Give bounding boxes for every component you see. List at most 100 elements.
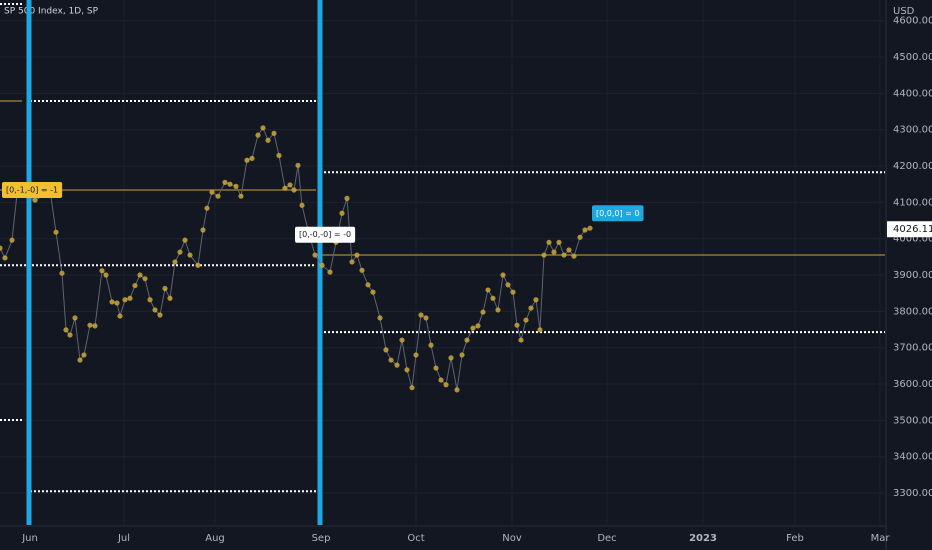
price-point xyxy=(114,300,120,306)
x-tick-label: Dec xyxy=(597,533,616,544)
price-point xyxy=(200,227,206,233)
price-point xyxy=(399,337,405,343)
price-point xyxy=(137,272,143,278)
price-point xyxy=(127,295,133,301)
price-point xyxy=(244,157,250,163)
price-point xyxy=(152,307,158,313)
price-point xyxy=(443,382,449,388)
price-point xyxy=(53,229,59,235)
price-point xyxy=(377,315,383,321)
price-line xyxy=(0,126,591,390)
x-tick-label: 2023 xyxy=(689,533,717,544)
annotation-box xyxy=(2,182,63,199)
price-point xyxy=(233,183,239,189)
price-point xyxy=(518,337,524,343)
price-point xyxy=(319,262,325,268)
price-point xyxy=(2,255,8,261)
price-point xyxy=(480,309,486,315)
price-point xyxy=(117,313,123,319)
price-point xyxy=(67,332,73,338)
price-point xyxy=(299,202,305,208)
price-point xyxy=(409,385,415,391)
price-point xyxy=(172,259,178,265)
price-point xyxy=(222,179,228,185)
price-point xyxy=(556,239,562,245)
price-point xyxy=(9,237,15,243)
y-tick-label: 4600.00 xyxy=(893,16,932,27)
price-point xyxy=(349,259,355,265)
price-point xyxy=(81,352,87,358)
price-point xyxy=(528,305,534,311)
annotation-box xyxy=(592,205,644,222)
annotation-label: [0,0,0] = 0 xyxy=(596,209,639,218)
price-point xyxy=(500,272,506,278)
price-point xyxy=(327,269,333,275)
chart-title: SP 500 Index, 1D, SP xyxy=(4,7,99,17)
price-point xyxy=(0,245,3,251)
price-point xyxy=(32,197,38,203)
price-point xyxy=(157,312,163,318)
price-point xyxy=(505,282,511,288)
x-tick-label: Aug xyxy=(205,533,225,544)
price-point xyxy=(87,322,93,328)
price-point xyxy=(404,367,410,373)
price-point xyxy=(227,181,233,187)
y-tick-label: 3500.00 xyxy=(893,415,932,426)
price-point xyxy=(464,337,470,343)
currency: USD xyxy=(893,6,915,17)
price-point xyxy=(485,287,491,293)
price-point xyxy=(359,267,365,273)
price-point xyxy=(182,237,188,243)
price-point xyxy=(249,155,255,162)
price-point xyxy=(99,268,105,274)
annotation-label: [0,-0,-0] = -0 xyxy=(299,230,351,239)
price-point xyxy=(312,252,318,258)
price-point xyxy=(103,272,109,278)
price-point xyxy=(72,315,78,321)
price-point xyxy=(204,205,210,211)
y-tick-label: 3400.00 xyxy=(893,452,932,463)
price-point xyxy=(187,252,193,258)
price-point xyxy=(541,252,547,258)
y-tick-label: 3300.00 xyxy=(893,488,932,499)
x-tick-label: Oct xyxy=(407,533,424,544)
price-point xyxy=(339,210,345,216)
price-point xyxy=(438,377,444,383)
price-point xyxy=(271,130,277,136)
price-point xyxy=(546,239,552,245)
price-point xyxy=(551,249,557,255)
price-point xyxy=(566,247,572,253)
annotation-box xyxy=(295,226,356,243)
price-point xyxy=(195,262,201,268)
x-tick-label: Nov xyxy=(502,533,522,544)
price-point xyxy=(582,227,588,233)
price-point xyxy=(122,297,128,303)
price-point xyxy=(394,362,400,368)
price-point xyxy=(448,355,454,361)
price-point xyxy=(388,357,394,363)
y-tick-label: 3700.00 xyxy=(893,343,932,354)
price-point xyxy=(514,322,520,328)
price-point xyxy=(142,276,148,282)
price-point xyxy=(215,193,221,199)
price-point xyxy=(433,365,439,371)
y-tick-label: 4200.00 xyxy=(893,161,932,172)
price-point xyxy=(365,282,371,288)
price-point xyxy=(413,352,419,358)
price-point xyxy=(370,289,376,295)
price-point xyxy=(162,285,168,292)
price-point xyxy=(561,252,567,258)
price-point xyxy=(490,295,496,301)
y-tick-label: 4300.00 xyxy=(893,125,932,136)
price-point xyxy=(260,125,266,131)
price-point xyxy=(571,253,577,259)
price-point xyxy=(510,289,516,295)
price-point xyxy=(265,137,271,143)
x-tick-label: Jun xyxy=(21,533,38,544)
x-tick-label: Mar xyxy=(871,533,891,544)
price-point xyxy=(167,295,173,301)
price-point xyxy=(537,327,543,333)
price-point xyxy=(475,323,481,329)
x-tick-label: Jul xyxy=(117,533,130,544)
